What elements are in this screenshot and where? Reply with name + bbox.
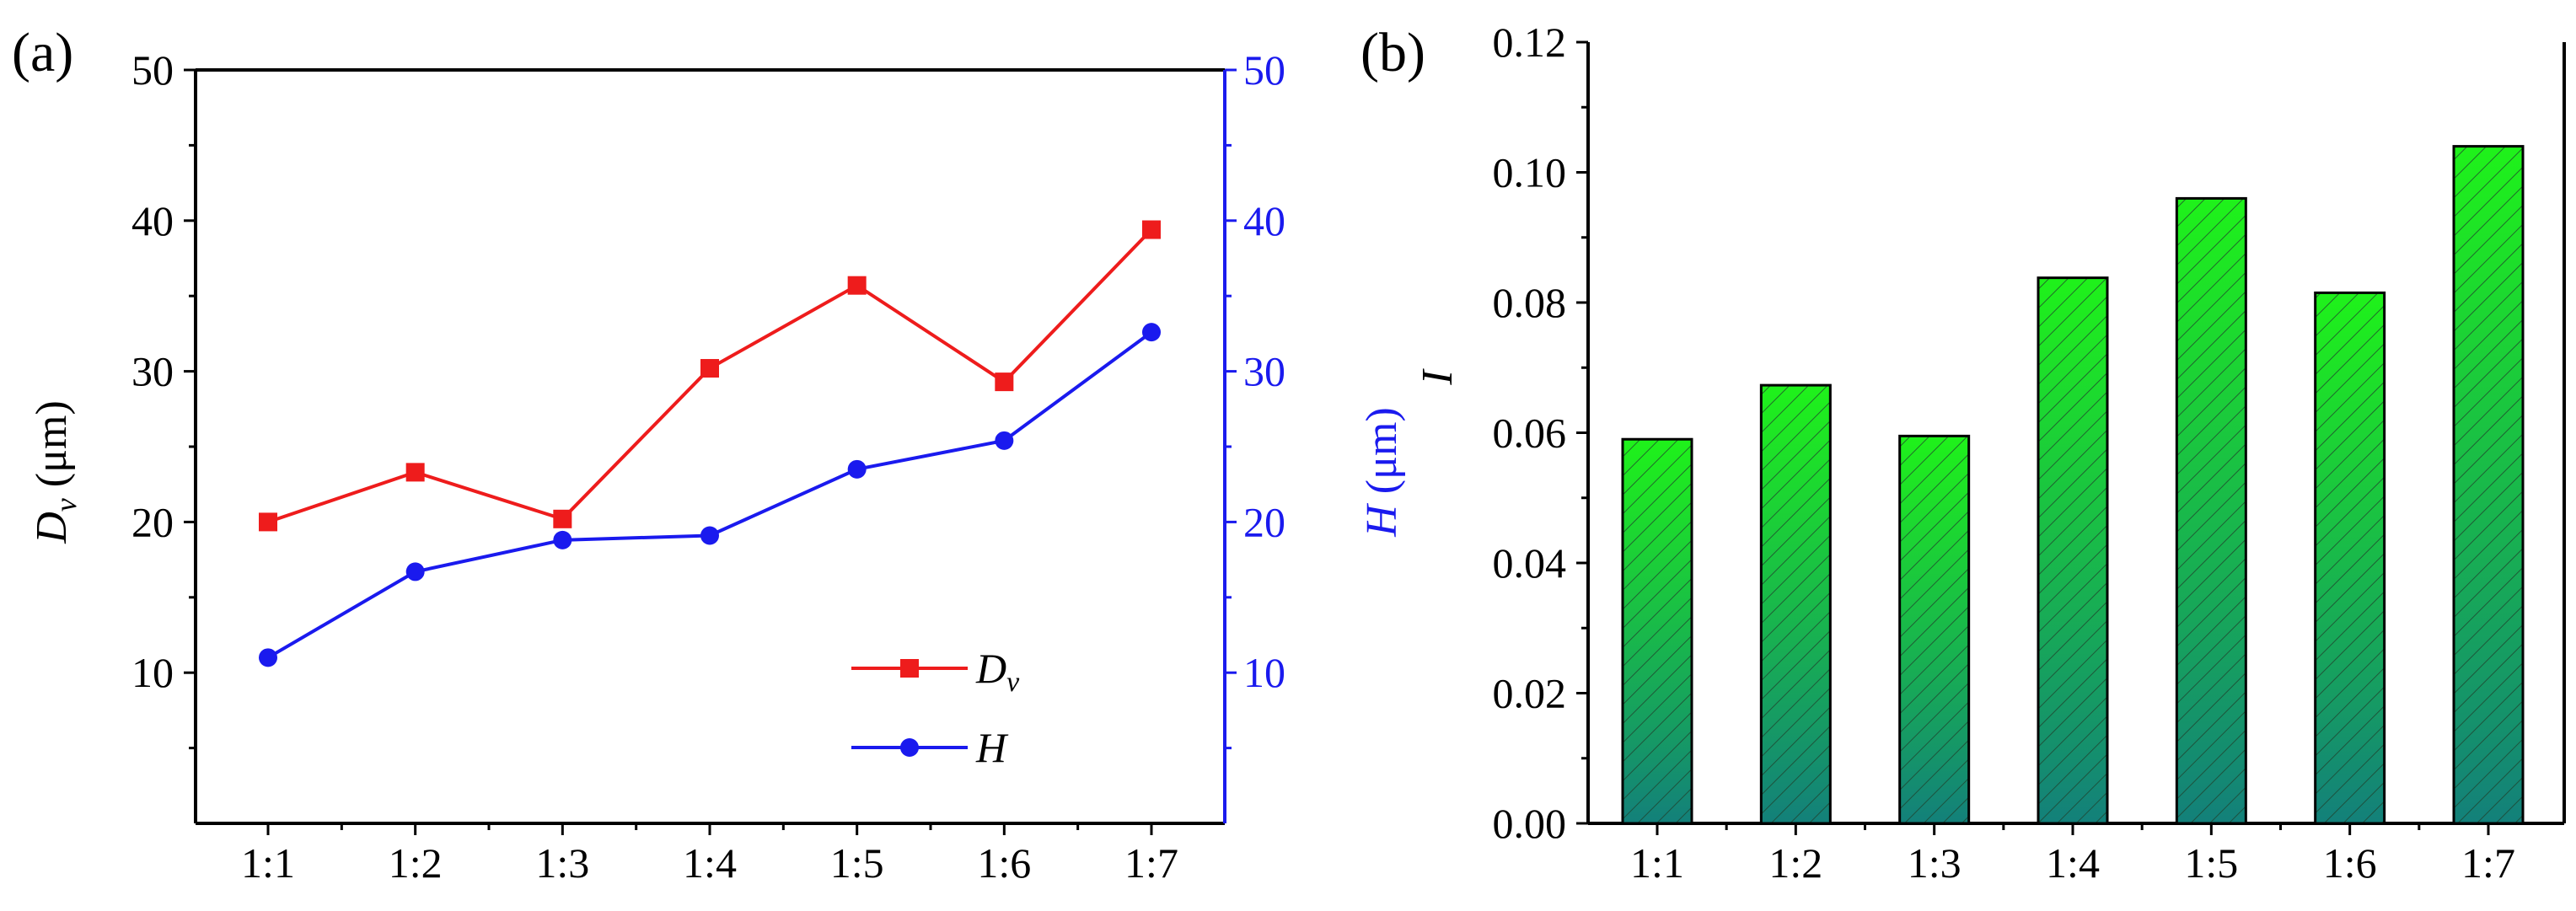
dv-point [553,509,572,528]
bar-hatch [1759,383,1832,825]
legend-dv-marker [900,659,919,678]
panel-b: (b) 0.000.020.040.060.080.100.12 1:1 1:2 1… [1360,19,2566,887]
h-point [405,562,425,581]
bar-hatch [2314,291,2386,825]
h-point [847,459,867,479]
panel-b-y-tick-label: 0.08 [1493,279,1567,326]
panel-a-xticks: 1:1 1:2 1:3 1:4 1:5 1:6 1:7 [241,823,1178,887]
left-y-axis-label: Dv (μm) [28,400,83,544]
h-point [553,530,572,549]
legend-h-label: H [975,724,1009,771]
panel-b-yticks: 0.00 0.02 0.04 0.06 0.08 0.10 0.12 [1493,19,1588,847]
bar-hatch [1898,434,1971,825]
h-point [995,431,1014,450]
series-dv [259,220,1161,532]
legend-dv-name: D [975,645,1006,692]
panel-b-x-tick-label: 1:1 [1630,839,1684,887]
left-y-axis-label-sub: v [49,498,83,512]
panel-a-ticks-left: 10 20 30 40 50 [131,46,196,750]
dv-point [700,359,719,378]
bar [2175,196,2247,825]
bar-hatch [2175,196,2247,825]
right-y-tick-label: 50 [1243,46,1285,94]
bar [1759,383,1832,825]
h-line [266,330,1153,660]
bar [2037,276,2109,825]
bar [2314,291,2386,825]
bar [2452,145,2525,825]
panel-a-ticks-right: 10 20 30 40 50 [1225,46,1285,750]
legend-dv-sub: v [1006,667,1020,698]
panel-b-x-tick-label: 1:2 [1768,839,1822,887]
series-h [259,323,1161,667]
panel-b-x-tick-label: 1:7 [2461,839,2515,887]
dv-point [405,463,425,482]
bar [1898,434,1971,825]
right-y-tick-label: 10 [1243,649,1285,696]
panel-b-x-tick-label: 1:5 [2184,839,2238,887]
right-y-tick-label: 40 [1243,197,1285,244]
dv-point [847,276,867,295]
dv-point [259,512,277,532]
right-y-tick-label: 30 [1243,348,1285,395]
panel-b-y-tick-label: 0.02 [1493,670,1567,717]
h-point [700,526,719,545]
x-tick-label: 1:3 [535,839,589,887]
x-tick-label: 1:6 [977,839,1031,887]
panel-b-x-tick-label: 1:4 [2046,839,2100,887]
legend-h-marker [900,738,919,757]
legend: Dv H [851,645,1020,771]
panel-b-y-tick-label: 0.10 [1493,149,1567,196]
left-y-tick-label: 20 [131,498,174,545]
x-tick-label: 1:7 [1124,839,1178,887]
bar-hatch [2452,145,2525,825]
left-y-tick-label: 30 [131,348,174,395]
h-point [259,648,277,667]
legend-dv-label: Dv [975,645,1020,698]
bar [1621,437,1693,825]
left-y-axis-label-unit: (μm) [28,400,76,498]
h-point [1142,323,1161,342]
panel-a-label: (a) [12,22,73,83]
panel-b-x-tick-label: 1:3 [1908,839,1962,887]
panel-b-label: (b) [1360,22,1425,83]
left-y-axis-label-main: D [28,512,76,544]
dv-point [995,372,1014,392]
left-y-tick-label: 40 [131,197,174,244]
panel-a-axes [194,68,1226,825]
panel-b-y-tick-label: 0.04 [1493,539,1567,587]
right-y-axis-label-main: H [1358,503,1406,538]
bars [1621,145,2525,825]
panel-b-y-tick-label: 0.00 [1493,800,1567,847]
right-y-tick-label: 20 [1243,498,1285,545]
right-y-axis-label: H (μm) [1358,407,1406,538]
right-y-axis-label-unit: (μm) [1358,407,1406,505]
x-tick-label: 1:2 [389,839,443,887]
left-y-tick-label: 50 [131,46,174,94]
bar-hatch [1621,437,1693,825]
x-tick-label: 1:5 [830,839,884,887]
panel-b-y-tick-label: 0.06 [1493,410,1567,457]
bar-hatch [2037,276,2109,825]
panel-b-y-axis-label: I [1414,368,1462,386]
panel-b-y-tick-label: 0.12 [1493,19,1567,66]
x-tick-label: 1:4 [683,839,737,887]
left-y-tick-label: 10 [131,649,174,696]
panel-b-x-tick-label: 1:6 [2323,839,2377,887]
panel-b-xticks: 1:1 1:2 1:3 1:4 1:5 1:6 1:7 [1630,823,2515,887]
dv-point [1142,220,1161,239]
x-tick-label: 1:1 [241,839,295,887]
